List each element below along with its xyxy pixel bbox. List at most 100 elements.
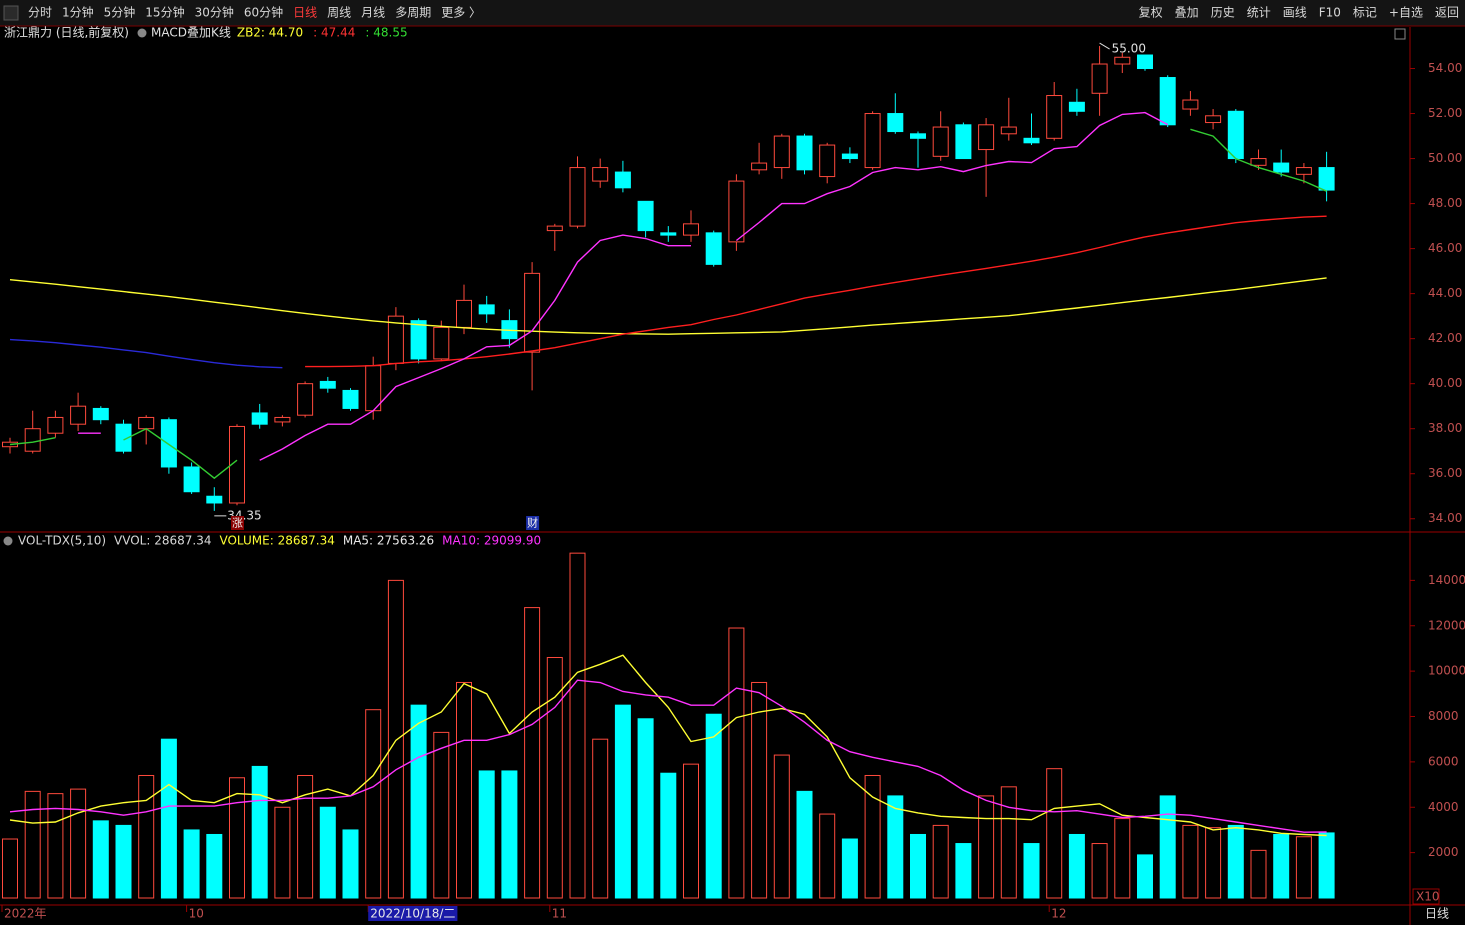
toolbar-item[interactable]: 画线	[1283, 6, 1307, 20]
volume-bar	[1182, 824, 1199, 899]
volume-bar	[1091, 843, 1108, 899]
toolbar-item[interactable]: 1分钟	[62, 5, 94, 20]
candle-body	[365, 365, 382, 412]
toolbar-item[interactable]: 分时	[28, 6, 52, 20]
toolbar-item[interactable]: 历史	[1211, 6, 1235, 20]
candle-body	[183, 466, 200, 493]
candle-body	[138, 416, 155, 430]
back-button[interactable]	[3, 5, 19, 21]
volume-bar	[796, 790, 813, 899]
candle-body	[932, 126, 949, 157]
candle-body	[160, 419, 177, 468]
y-tick-label: 44.00	[1428, 286, 1462, 300]
toolbar-item[interactable]: 叠加	[1175, 6, 1199, 20]
volume-bar	[1295, 836, 1312, 899]
toolbar-item[interactable]: 15分钟	[145, 5, 184, 20]
volume-bar	[955, 843, 972, 899]
volume-bar	[887, 795, 904, 899]
candle-body	[1137, 54, 1153, 70]
ma-line	[305, 215, 1327, 368]
volume-bar	[478, 770, 495, 899]
candle-body	[978, 124, 995, 151]
y-tick-label: 10000	[1428, 664, 1465, 678]
candle-body	[524, 272, 541, 353]
candle-body	[206, 495, 223, 504]
indicator-value: ZB2: 44.70	[237, 26, 303, 40]
toolbar-item[interactable]: +自选	[1389, 6, 1423, 20]
high-pointer	[1099, 42, 1110, 50]
toolbar-item[interactable]: 5分钟	[104, 5, 136, 20]
volume-bar	[683, 763, 699, 899]
volume-bar	[1068, 833, 1085, 899]
high-label: 55.00	[1112, 42, 1146, 56]
volume-bar	[1114, 818, 1131, 899]
toolbar-item[interactable]: 60分钟	[244, 5, 283, 20]
panel-button[interactable]	[1394, 28, 1406, 40]
crosshair-date-bg	[368, 906, 458, 921]
volume-bar	[751, 681, 768, 899]
candle-body	[1318, 167, 1335, 191]
volume-bar	[1023, 843, 1040, 899]
candle-body	[705, 232, 722, 265]
event-label: 涨	[232, 517, 243, 530]
volume-bar	[433, 731, 450, 899]
volume-bar	[569, 552, 586, 899]
y-tick-label: 38.00	[1428, 421, 1462, 435]
toolbar-item[interactable]: 月线	[361, 6, 385, 20]
volume-bar	[1273, 833, 1290, 899]
event-label: 财	[527, 516, 538, 530]
candle-body	[887, 113, 904, 133]
candle-body	[1205, 115, 1222, 124]
volume-bar	[1159, 795, 1176, 899]
volume-bar	[660, 772, 677, 899]
x-tick-label: 2022年	[4, 907, 47, 921]
event-badge	[231, 516, 244, 530]
toolbar-item[interactable]: F10	[1319, 6, 1341, 20]
candle-body	[546, 225, 563, 232]
x-tick-label: 11	[552, 907, 567, 921]
candle-body	[614, 171, 631, 189]
volume-header: VOLUME: 28687.34	[219, 534, 334, 548]
volume-bar	[841, 838, 858, 899]
toolbar-item[interactable]: 日线	[293, 6, 317, 20]
y-tick-label: 46.00	[1428, 241, 1462, 255]
y-tick-label: 50.00	[1428, 151, 1462, 165]
candle-body	[1068, 101, 1085, 112]
candle-body	[728, 180, 745, 243]
volume-bar	[138, 774, 155, 899]
volume-bar	[546, 657, 563, 899]
toolbar-item[interactable]: 复权	[1139, 6, 1163, 20]
candle-body	[751, 162, 768, 171]
volume-bar	[160, 738, 177, 899]
candle-body	[1250, 158, 1267, 166]
x-tick-label: 2022/10/18/二	[370, 907, 455, 921]
candle-body	[819, 144, 836, 178]
volume-bar	[410, 704, 427, 899]
candle-body	[342, 389, 359, 409]
event-badge	[526, 516, 540, 530]
volume-bar	[206, 833, 223, 899]
toolbar-item[interactable]: 多周期	[395, 6, 431, 20]
toolbar-item[interactable]: 标记	[1353, 6, 1377, 20]
candle-body	[1114, 56, 1131, 65]
volume-bar	[319, 806, 336, 899]
candle-body	[841, 153, 858, 160]
candle-body	[569, 167, 586, 227]
volume-bar	[1137, 854, 1153, 899]
toolbar-item[interactable]: 返回	[1435, 6, 1459, 20]
y-tick-label: 52.00	[1428, 106, 1462, 120]
volume-bar	[92, 820, 109, 899]
volume-header: MA5: 27563.26	[343, 534, 434, 548]
volume-bar	[183, 829, 200, 899]
volume-bar	[978, 795, 995, 899]
candle-body	[24, 428, 41, 452]
toolbar-item[interactable]: 统计	[1247, 6, 1271, 20]
y-tick-label: 42.00	[1428, 331, 1462, 345]
volume-bar	[456, 681, 472, 899]
volume-bar	[2, 838, 18, 899]
toolbar-item[interactable]: 30分钟	[195, 5, 234, 20]
toolbar-item[interactable]: 周线	[327, 6, 351, 20]
toolbar-item[interactable]: 更多 〉	[441, 6, 481, 20]
volume-bar	[728, 627, 745, 899]
